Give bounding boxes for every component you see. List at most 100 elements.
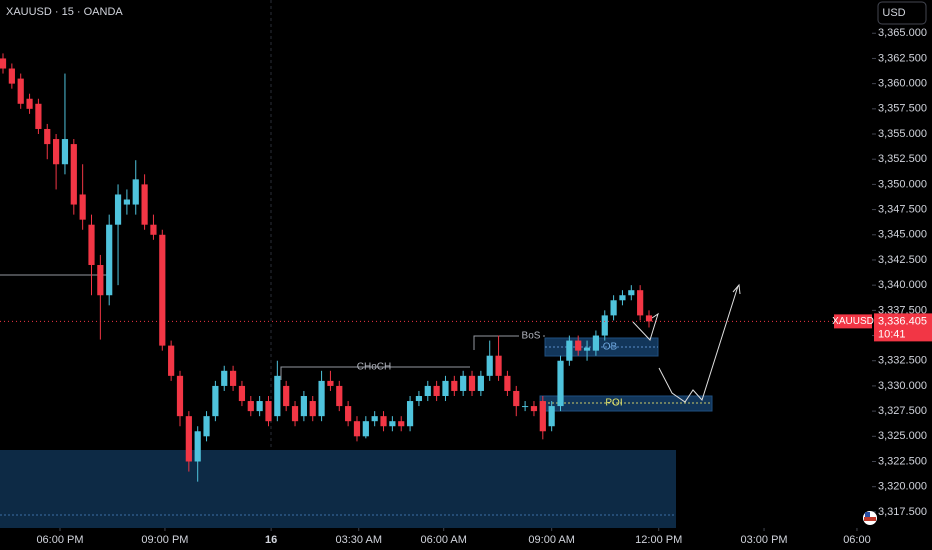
candle-body [203, 416, 210, 437]
candle-body [265, 401, 272, 422]
x-tick-label: 03:00 PM [740, 534, 787, 546]
y-tick-label: 3,327.500 [878, 405, 927, 417]
demand-zone [0, 450, 676, 528]
candle-body [238, 385, 246, 402]
candle-body [61, 139, 69, 165]
y-tick-label: 3,355.000 [878, 128, 927, 140]
candle-body [44, 128, 51, 145]
price-tag [874, 313, 932, 342]
candle-body [194, 431, 201, 462]
candle-body [619, 295, 626, 301]
symbol-tag [834, 314, 872, 329]
poi-label: POI [605, 398, 622, 409]
candle-body [97, 265, 104, 296]
candle-body [415, 396, 423, 402]
candle-body [380, 416, 387, 427]
candle-body [79, 194, 86, 220]
y-tick-label: 3,352.500 [878, 153, 927, 165]
candle-body [592, 335, 600, 351]
candle-body [185, 416, 192, 462]
candle-body [0, 58, 7, 69]
candle-body [221, 370, 228, 386]
choch-label: CHoCH [357, 362, 391, 373]
x-tick-label: 03:30 AM [336, 534, 382, 546]
symbol-label: XAUUSD [832, 316, 874, 327]
candle-body [548, 406, 555, 427]
candle-body [583, 347, 591, 351]
bos-label: BoS [522, 331, 541, 342]
axes: 3,317.500 3,320.000 3,322.500 3,325.000 3,32… [36, 27, 932, 546]
projection-path [658, 285, 739, 403]
candles [0, 53, 872, 482]
x-tick-label: 06:00 [843, 534, 871, 546]
projection-arrow [632, 312, 659, 341]
y-tick-label: 3,332.500 [878, 355, 927, 367]
candle-body [371, 416, 378, 422]
candle-body [353, 421, 361, 437]
y-tick-label: 3,322.500 [878, 455, 927, 467]
candle-body [362, 421, 369, 437]
candle-body [336, 385, 343, 407]
candle-body [389, 421, 396, 427]
candle-body [468, 375, 476, 391]
candle-body [530, 406, 538, 412]
projection-arrowhead [732, 283, 741, 295]
x-tick-label: 09:00 AM [528, 534, 574, 546]
candle-body [424, 385, 431, 396]
candle-body [8, 68, 15, 84]
x-tick-label: 06:00 PM [36, 534, 83, 546]
candle-body [566, 340, 573, 361]
y-tick-label: 3,342.500 [878, 254, 927, 266]
candle-body [442, 380, 449, 396]
y-tick-label: 3,340.000 [878, 279, 927, 291]
ob-label: OB [603, 342, 618, 353]
candle-body [504, 375, 511, 391]
candle-body [645, 315, 653, 322]
candle-body [628, 290, 635, 296]
x-tick-label: 16 [265, 534, 277, 546]
candle-body [557, 360, 564, 407]
countdown: 10:41 [878, 328, 906, 340]
candle-body [345, 406, 352, 422]
candle-body [451, 380, 458, 391]
y-tick-label: 3,357.500 [878, 103, 927, 115]
candle-body [212, 385, 219, 417]
y-tick-label: 3,347.500 [878, 203, 927, 215]
choch-line [280, 366, 470, 380]
y-tick-label: 3,325.000 [878, 430, 927, 442]
candle-body [486, 355, 493, 376]
candle-body [17, 78, 24, 104]
candle-body [106, 224, 113, 296]
candle-body [141, 184, 148, 225]
candle-body [88, 224, 95, 266]
candle-body [274, 375, 281, 417]
candle-body [300, 396, 307, 417]
candle-body [495, 355, 502, 376]
flag-canton [865, 512, 870, 517]
candle-body [114, 194, 122, 225]
candle-body [35, 103, 42, 129]
candle-body [460, 375, 467, 391]
y-tick-label: 3,362.500 [878, 52, 927, 64]
candle-body [522, 406, 529, 408]
price-label: 3,336.405 [878, 315, 927, 327]
candle-body [247, 401, 254, 412]
y-tick-label: 3,337.500 [878, 304, 927, 316]
candle-body [327, 380, 334, 386]
candle-body [406, 401, 414, 427]
y-tick-label: 3,350.000 [878, 178, 927, 190]
bos-bg [519, 329, 543, 343]
candle-body [229, 370, 237, 386]
candle-body [433, 385, 440, 396]
candle-body [477, 375, 484, 391]
candle-body [150, 224, 157, 235]
candle-body [53, 139, 60, 165]
candle-body [176, 375, 184, 417]
x-tick-label: 09:00 PM [141, 534, 188, 546]
currency-button[interactable] [877, 1, 927, 25]
y-tick-label: 3,365.000 [878, 27, 927, 39]
candle-body [513, 390, 520, 407]
candle-body [123, 199, 130, 205]
candle-body [637, 290, 644, 316]
